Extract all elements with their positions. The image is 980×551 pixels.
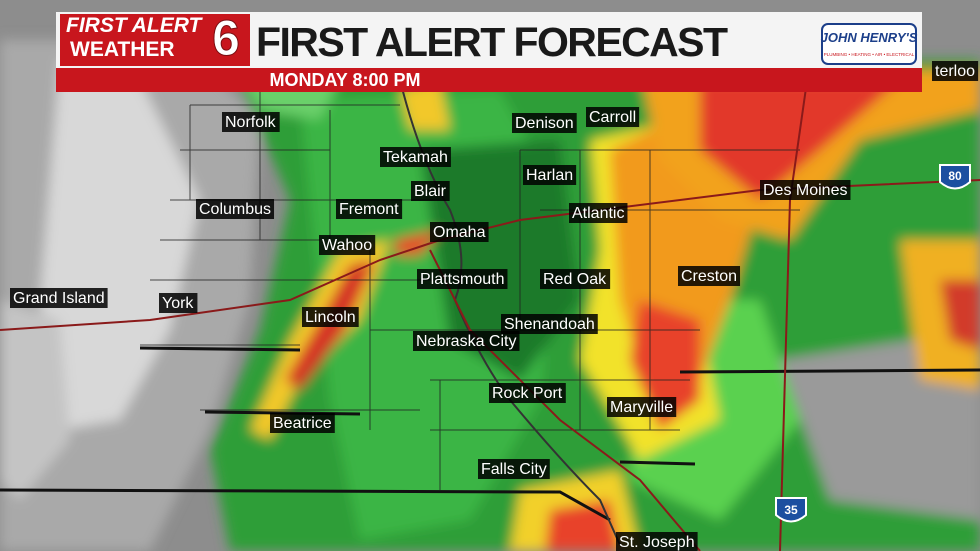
label-background — [540, 269, 611, 289]
city-label: Creston — [681, 268, 737, 285]
city-label: Fremont — [339, 201, 399, 218]
city-label: Des Moines — [763, 182, 847, 199]
label-background — [501, 314, 598, 334]
subtitle-bar — [56, 68, 922, 92]
label-background — [932, 61, 979, 81]
highway-shields: 80 35 — [775, 164, 971, 523]
label-background — [512, 113, 577, 133]
label-background — [478, 459, 550, 479]
label-background — [586, 107, 640, 127]
label-background — [760, 180, 851, 200]
city-label: Shenandoah — [504, 316, 595, 333]
city-label: Plattsmouth — [420, 271, 504, 288]
city-label: York — [162, 295, 194, 312]
city-label: St. Joseph — [619, 534, 695, 551]
label-background — [380, 147, 451, 167]
label-background — [523, 165, 577, 185]
city-label: Falls City — [481, 461, 547, 478]
sponsor-name: JOHN HENRY'S — [821, 30, 918, 45]
label-background — [607, 397, 677, 417]
label-background — [430, 222, 489, 242]
city-label: Tekamah — [383, 149, 448, 166]
label-background — [616, 532, 698, 551]
city-label: Norfolk — [225, 114, 277, 131]
label-background — [411, 181, 450, 201]
sponsor-tagline: PLUMBING • HEATING • AIR • ELECTRICAL — [824, 52, 915, 57]
city-label: Wahoo — [322, 237, 372, 254]
city-label: Atlantic — [572, 205, 624, 222]
label-background — [336, 199, 403, 219]
shield — [939, 164, 971, 190]
city-label: terloo — [935, 63, 975, 80]
label-background — [678, 266, 741, 286]
logo-line2: WEATHER — [70, 38, 175, 61]
header-title: FIRST ALERT FORECAST — [256, 19, 728, 65]
city-label: Harlan — [526, 167, 573, 184]
city-label: Lincoln — [305, 309, 356, 326]
label-background — [413, 331, 520, 351]
label-background — [10, 288, 108, 308]
highway-label: 80 — [948, 169, 962, 183]
logo-box — [60, 14, 250, 66]
city-label: Maryville — [610, 399, 673, 416]
city-label: Omaha — [433, 224, 486, 241]
header-subtitle: MONDAY 8:00 PM — [269, 70, 420, 90]
label-background — [196, 199, 275, 219]
city-label: Denison — [515, 115, 574, 132]
logo-line1: FIRST ALERT — [66, 14, 204, 37]
label-background — [159, 293, 198, 313]
city-label: Red Oak — [543, 271, 607, 288]
city-label: Nebraska City — [416, 333, 516, 350]
header: FIRST ALERT WEATHER 6 FIRST ALERT FORECA… — [56, 10, 922, 92]
sponsor-logo — [821, 23, 917, 65]
label-background — [270, 413, 335, 433]
city-label: Rock Port — [492, 385, 563, 402]
label-background — [489, 383, 566, 403]
city-label: Blair — [414, 183, 447, 200]
city-label: Beatrice — [273, 415, 332, 432]
city-labels: Norfolk Denison Carroll Tekamah Harlan Blair D… — [10, 61, 979, 551]
city-label: Grand Island — [13, 290, 105, 307]
shield — [775, 497, 807, 523]
city-label: Carroll — [589, 109, 636, 126]
label-background — [319, 235, 376, 255]
label-background — [302, 307, 359, 327]
city-label: Columbus — [199, 201, 271, 218]
label-background — [222, 112, 280, 132]
label-background — [569, 203, 628, 223]
logo-number: 6 — [212, 10, 240, 66]
label-background — [417, 269, 508, 289]
highway-label: 35 — [784, 503, 798, 517]
boundaries — [0, 59, 980, 551]
